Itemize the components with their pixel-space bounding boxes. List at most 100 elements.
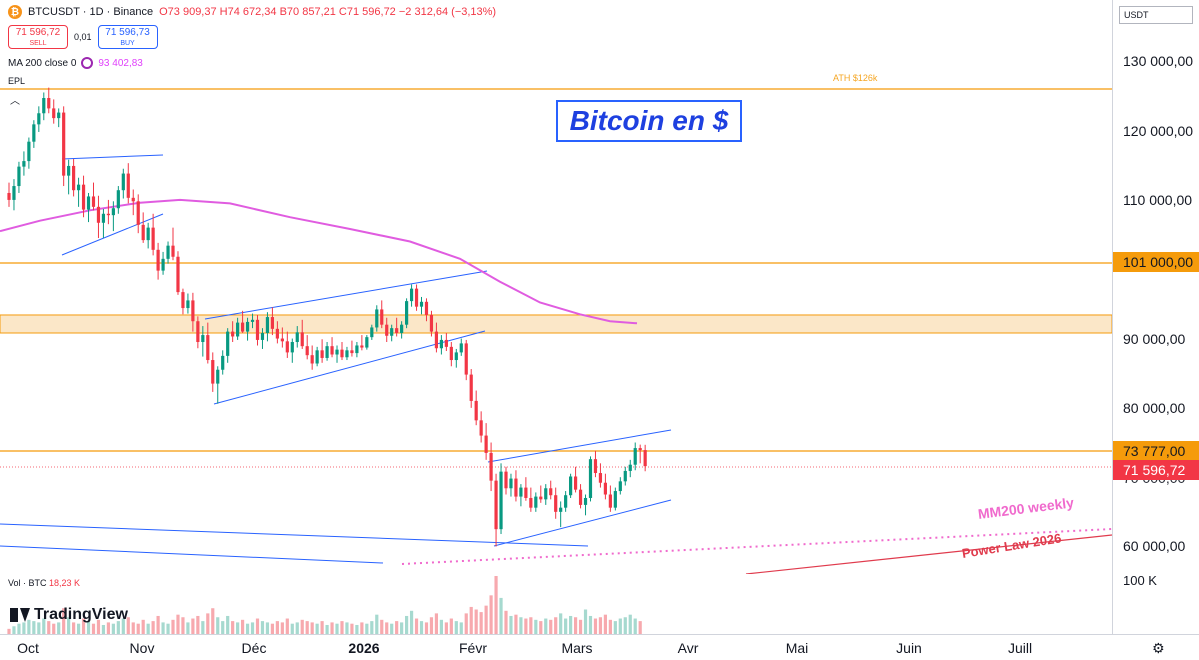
channel-3[interactable] <box>487 429 672 547</box>
volume-pane[interactable]: Vol · BTC 18,23 K TradingView <box>0 574 1112 634</box>
month-label: Mars <box>561 640 593 656</box>
volume-bar <box>101 624 106 634</box>
month-label: Juin <box>896 640 922 656</box>
ma-indicator-icon[interactable] <box>81 57 94 69</box>
chart-canvas[interactable] <box>0 0 1113 575</box>
volume-bar <box>618 618 622 634</box>
ma-value: 93 402,83 <box>98 57 143 69</box>
candle <box>623 466 627 486</box>
volume-bar <box>419 621 424 634</box>
candle <box>335 345 339 363</box>
buy-button[interactable]: 71 596,73 BUY <box>97 25 158 49</box>
month-label: Oct <box>17 640 39 656</box>
candle <box>340 342 344 361</box>
volume-bar <box>469 606 473 634</box>
volume-bar <box>52 623 56 634</box>
support-resistance-zone[interactable] <box>0 314 1113 334</box>
volume-bar <box>429 617 434 634</box>
candle <box>598 463 603 488</box>
time-axis[interactable]: Oct Nov Déc 2026 Févr Mars Avr Mai Juin Juill ⚙ <box>0 634 1199 660</box>
candle <box>116 186 120 214</box>
volume-bar <box>7 628 11 634</box>
collapse-icon[interactable]: ︿ <box>10 96 20 107</box>
candle <box>479 411 483 443</box>
candle <box>300 319 304 349</box>
symbol-label[interactable]: BTCUSDT · 1D · Binance <box>28 6 154 18</box>
ma-legend[interactable]: MA 200 close 0 93 402,83 <box>8 57 143 69</box>
candle <box>310 345 314 370</box>
volume-bar <box>385 622 389 634</box>
volume-bar <box>245 623 250 634</box>
currency-selector[interactable]: USDT <box>1119 6 1193 24</box>
volume-bar <box>375 614 379 634</box>
candle <box>52 99 56 124</box>
volume-bar <box>439 619 443 634</box>
long-trendlines[interactable] <box>0 523 589 564</box>
candle <box>385 317 389 343</box>
candle <box>330 337 334 358</box>
candle <box>370 324 374 340</box>
volume-bar <box>578 619 583 634</box>
settings-icon[interactable]: ⚙ <box>1152 640 1165 656</box>
candle <box>444 332 448 352</box>
volume-bar <box>42 618 46 634</box>
volume-axis-tick: 100 K <box>1123 573 1157 588</box>
month-label: Juill <box>1007 640 1033 656</box>
candle <box>67 159 71 195</box>
candle <box>489 442 493 492</box>
volume-bar <box>295 622 299 634</box>
candle <box>474 390 478 426</box>
volume-bar <box>86 621 91 634</box>
price-axis[interactable]: USDT 130 000,00 120 000,00 110 000,00 90 00… <box>1112 0 1199 634</box>
candle <box>141 212 145 243</box>
volume-bar <box>166 623 170 634</box>
price-chart[interactable]: ₿ BTCUSDT · 1D · Binance O73 909,37 H74 … <box>0 0 1113 575</box>
volume-bar <box>504 610 508 634</box>
volume-bar <box>603 614 607 634</box>
volume-legend[interactable]: Vol · BTC 18,23 K <box>8 578 80 588</box>
volume-bar <box>370 621 374 634</box>
candle <box>156 242 160 280</box>
volume-bar <box>638 621 642 634</box>
candle <box>106 199 110 225</box>
volume-bars <box>7 576 642 634</box>
volume-bar <box>380 619 384 634</box>
power-law-line[interactable] <box>745 534 1113 575</box>
ohlc-values: O73 909,37 H74 672,34 B70 857,21 C71 596… <box>159 6 497 18</box>
volume-bar <box>201 621 205 634</box>
candle <box>265 312 270 342</box>
volume-bar <box>231 621 235 634</box>
candle <box>519 484 523 507</box>
sell-button[interactable]: 71 596,72 SELL <box>8 25 68 49</box>
epl-label[interactable]: EPL <box>8 76 26 86</box>
volume-bar <box>330 622 334 634</box>
volume-bar <box>608 619 612 634</box>
volume-bar <box>479 612 483 634</box>
volume-bar <box>27 619 31 634</box>
candle <box>121 168 125 199</box>
symbol-legend[interactable]: ₿ BTCUSDT · 1D · Binance O73 909,37 H74 … <box>8 5 496 19</box>
price-level-label[interactable]: 71 596,72 <box>1113 460 1199 481</box>
price-tick: 110 000,00 <box>1123 191 1193 208</box>
tradingview-logo[interactable]: TradingView <box>10 606 128 624</box>
candle <box>534 492 538 512</box>
candle <box>191 292 195 332</box>
ma200-line <box>0 198 638 325</box>
candle <box>47 87 51 114</box>
price-level-label[interactable]: 73 777,00 <box>1113 441 1199 461</box>
sell-label: SELL <box>29 40 47 47</box>
mm200-weekly-line[interactable] <box>401 528 1113 565</box>
candle <box>206 322 210 364</box>
candle <box>315 346 319 367</box>
candle <box>509 473 513 497</box>
candle <box>524 477 528 501</box>
volume-bar <box>400 622 404 634</box>
channel-1[interactable] <box>61 154 164 256</box>
volume-bar <box>569 615 573 634</box>
price-level-label[interactable]: 101 000,00 <box>1113 252 1199 273</box>
candle <box>544 484 548 505</box>
chart-title-annotation[interactable]: Bitcoin en $ <box>556 100 742 142</box>
volume-bar <box>613 621 617 634</box>
candle <box>285 331 289 358</box>
price-tick: 90 000,00 <box>1123 330 1186 347</box>
